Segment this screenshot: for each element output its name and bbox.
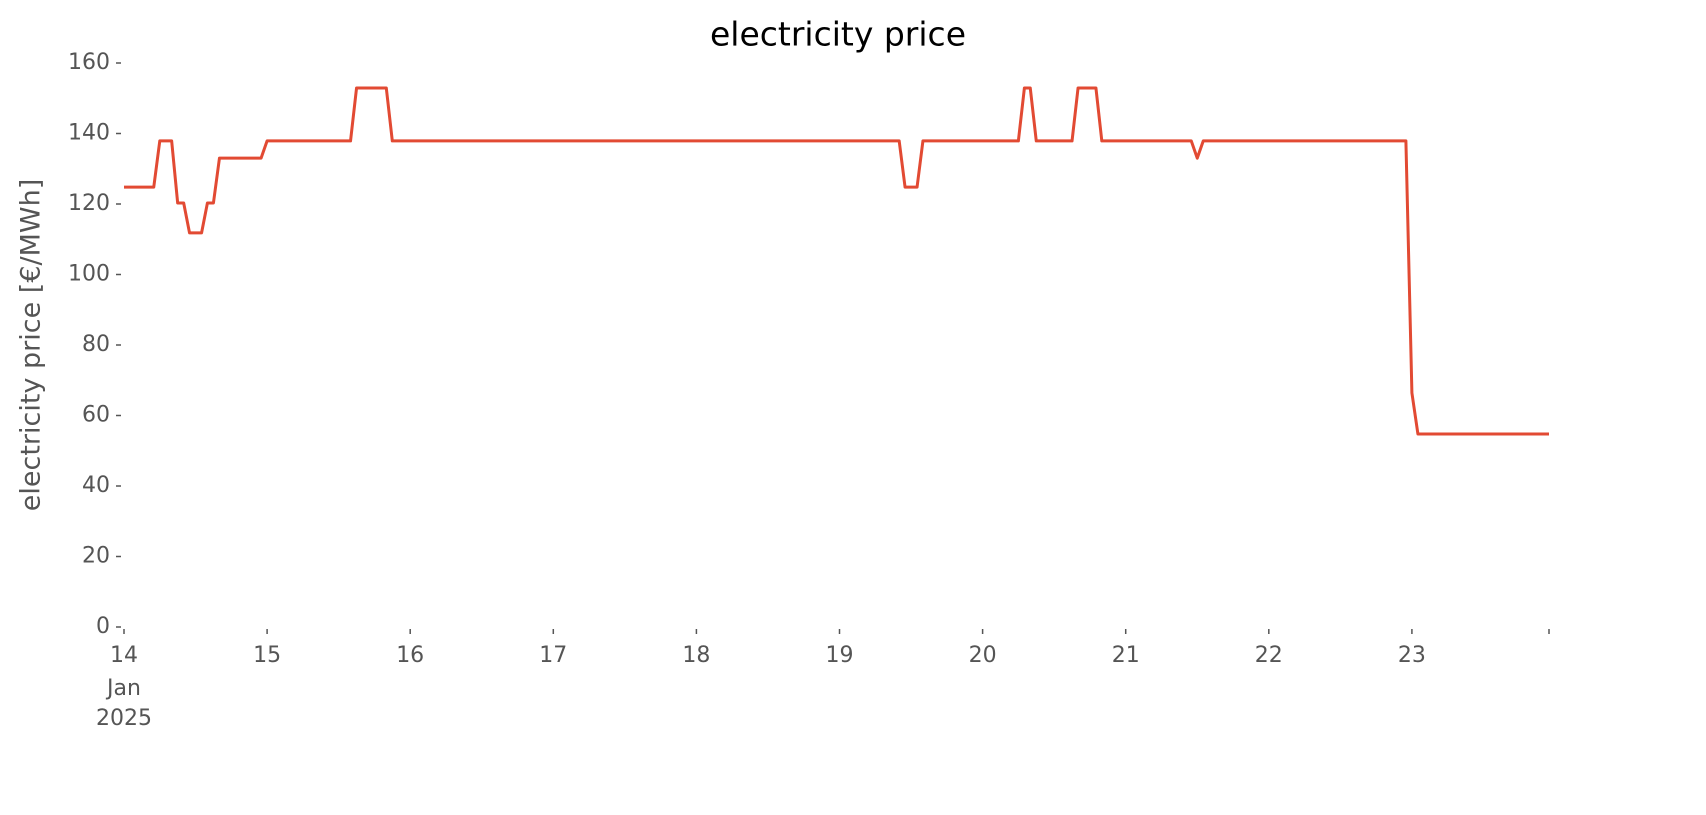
y-tick-label: 120 xyxy=(68,191,110,216)
y-tick-label: 20 xyxy=(82,544,110,569)
y-tick-label: 80 xyxy=(82,332,110,357)
x-tick-label: 20 xyxy=(969,643,997,668)
y-tick-label: 140 xyxy=(68,121,110,146)
y-axis-label: electricity price [€/MWh] xyxy=(16,179,47,511)
y-tick-label: 100 xyxy=(68,262,110,287)
x-tick-label: 21 xyxy=(1112,643,1140,668)
x-tick-sublabel: 2025 xyxy=(96,706,152,731)
x-tick-label: 23 xyxy=(1398,643,1426,668)
x-tick-label: 14 xyxy=(110,643,138,668)
x-tick-label: 22 xyxy=(1255,643,1283,668)
x-tick-sublabel: Jan xyxy=(105,676,141,701)
x-tick-label: 17 xyxy=(539,643,567,668)
x-tick-label: 18 xyxy=(682,643,710,668)
x-tick-label: 15 xyxy=(253,643,281,668)
line-series xyxy=(124,86,1549,436)
y-tick-label: 60 xyxy=(82,403,110,428)
y-tick-label: 160 xyxy=(68,50,110,75)
x-tick-label: 19 xyxy=(826,643,854,668)
chart-title: electricity price xyxy=(710,15,966,54)
x-tick-label: 16 xyxy=(396,643,424,668)
y-tick-label: 0 xyxy=(96,614,110,639)
y-tick-label: 40 xyxy=(82,473,110,498)
